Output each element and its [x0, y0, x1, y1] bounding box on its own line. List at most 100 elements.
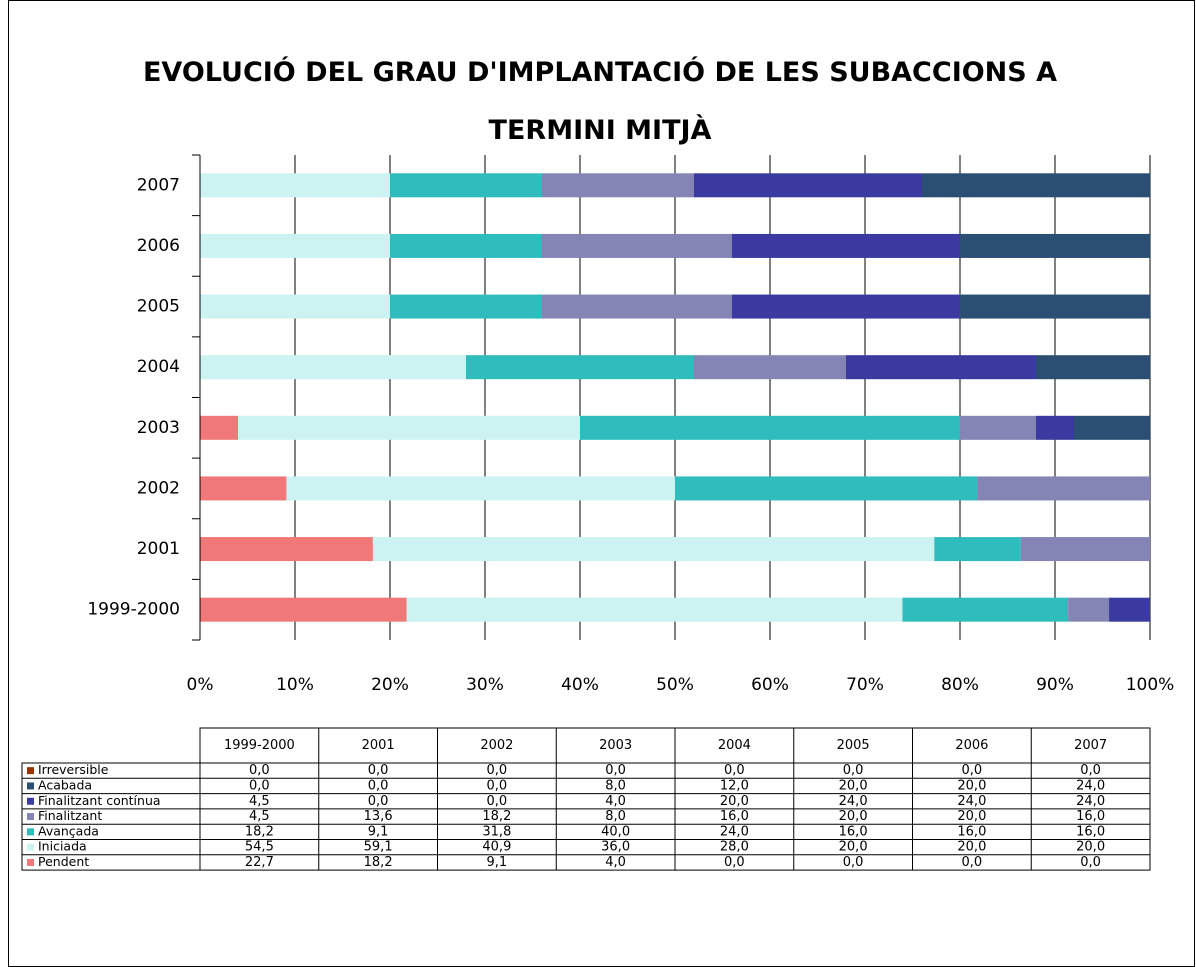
- x-tick-label: 90%: [1036, 675, 1074, 695]
- legend-label: Finalitzant contínua: [38, 793, 161, 808]
- x-tick-label: 40%: [561, 675, 599, 695]
- bar-segment: [694, 355, 846, 380]
- bar-segment: [675, 476, 978, 501]
- table-cell: 20,0: [957, 809, 986, 824]
- bar-segment: [200, 173, 390, 198]
- bar-segment: [286, 476, 675, 501]
- bar-segment: [977, 476, 1150, 501]
- table-cell: 20,0: [957, 778, 986, 793]
- table-cell: 9,1: [487, 855, 508, 870]
- y-tick-label: 2007: [137, 175, 180, 195]
- table-cell: 20,0: [839, 840, 868, 855]
- bar-segment: [200, 476, 287, 501]
- bar-segment: [922, 173, 1150, 198]
- table-header: 2002: [480, 738, 513, 753]
- bar-segment: [1036, 355, 1150, 380]
- table-cell: 0,0: [1080, 763, 1101, 778]
- bar-segment: [960, 233, 1150, 258]
- table-cell: 0,0: [605, 763, 626, 778]
- table-cell: 20,0: [1076, 840, 1105, 855]
- bar-segment: [390, 233, 542, 258]
- table-cell: 4,0: [605, 855, 626, 870]
- bar-segment: [406, 597, 903, 622]
- table-cell: 0,0: [962, 763, 983, 778]
- bar-segment: [580, 415, 960, 440]
- y-tick-label: 2006: [137, 236, 180, 256]
- table-cell: 0,0: [724, 855, 745, 870]
- bar-segment: [960, 294, 1150, 319]
- table-cell: 4,5: [249, 809, 270, 824]
- table-cell: 20,0: [839, 809, 868, 824]
- bar-segment: [1036, 415, 1074, 440]
- table-cell: 36,0: [601, 840, 630, 855]
- chart-title: EVOLUCIÓ DEL GRAU D'IMPLANTACIÓ DE LES S…: [142, 57, 1058, 146]
- table-cell: 0,0: [368, 763, 389, 778]
- table-cell: 54,5: [245, 840, 274, 855]
- bar-segment: [934, 537, 1021, 562]
- y-tick-label: 2005: [137, 297, 180, 317]
- legend-swatch: [27, 767, 34, 775]
- legend-label: Irreversible: [38, 762, 109, 777]
- bar-segment: [200, 355, 466, 380]
- legend-swatch: [27, 858, 34, 866]
- table-cell: 0,0: [368, 778, 389, 793]
- table-cell: 16,0: [957, 824, 986, 839]
- bar-segment: [466, 355, 694, 380]
- table-cell: 0,0: [487, 794, 508, 809]
- table-cell: 4,5: [249, 794, 270, 809]
- table-cell: 24,0: [957, 794, 986, 809]
- table-cell: 59,1: [364, 840, 393, 855]
- y-tick-label: 1999-2000: [87, 600, 180, 620]
- table-header: 2007: [1074, 738, 1107, 753]
- table-cell: 16,0: [1076, 809, 1105, 824]
- x-tick-label: 10%: [276, 675, 314, 695]
- bar-segment: [1068, 597, 1110, 622]
- table-cell: 12,0: [720, 778, 749, 793]
- bar-segment: [902, 597, 1069, 622]
- bar-segment: [200, 597, 407, 622]
- table-header: 1999-2000: [224, 738, 295, 753]
- bar-segment: [372, 537, 935, 562]
- bar-segment: [694, 173, 922, 198]
- table-cell: 0,0: [962, 855, 983, 870]
- table-cell: 24,0: [720, 824, 749, 839]
- bar-segment: [732, 294, 960, 319]
- bar-segment: [390, 173, 542, 198]
- x-tick-label: 20%: [371, 675, 409, 695]
- table-cell: 0,0: [487, 778, 508, 793]
- x-tick-label: 70%: [846, 675, 884, 695]
- table-cell: 22,7: [245, 855, 274, 870]
- bar-segment: [542, 173, 694, 198]
- table-cell: 20,0: [957, 840, 986, 855]
- x-tick-label: 30%: [466, 675, 504, 695]
- table-cell: 16,0: [720, 809, 749, 824]
- y-tick-label: 2004: [137, 357, 180, 377]
- table-cell: 4,0: [605, 794, 626, 809]
- table-header: 2005: [837, 738, 870, 753]
- bar-segment: [200, 294, 390, 319]
- table-cell: 40,0: [601, 824, 630, 839]
- table-cell: 0,0: [368, 794, 389, 809]
- table-cell: 18,2: [364, 855, 393, 870]
- legend-label: Finalitzant: [38, 808, 102, 823]
- bar-segment: [390, 294, 542, 319]
- y-tick-label: 2003: [137, 418, 180, 438]
- table-cell: 8,0: [605, 778, 626, 793]
- table-header: 2004: [718, 738, 751, 753]
- bar-segment: [1020, 537, 1150, 562]
- table-cell: 28,0: [720, 840, 749, 855]
- table-cell: 13,6: [364, 809, 393, 824]
- table-cell: 0,0: [724, 763, 745, 778]
- table-cell: 20,0: [839, 778, 868, 793]
- bar-segment: [200, 415, 238, 440]
- table-cell: 18,2: [482, 809, 511, 824]
- y-tick-label: 2002: [137, 478, 180, 498]
- table-header: 2003: [599, 738, 632, 753]
- table-cell: 24,0: [839, 794, 868, 809]
- legend-swatch: [27, 797, 34, 805]
- y-tick-label: 2001: [137, 539, 180, 559]
- table-cell: 0,0: [843, 763, 864, 778]
- legend-swatch: [27, 828, 34, 836]
- legend-swatch: [27, 782, 34, 790]
